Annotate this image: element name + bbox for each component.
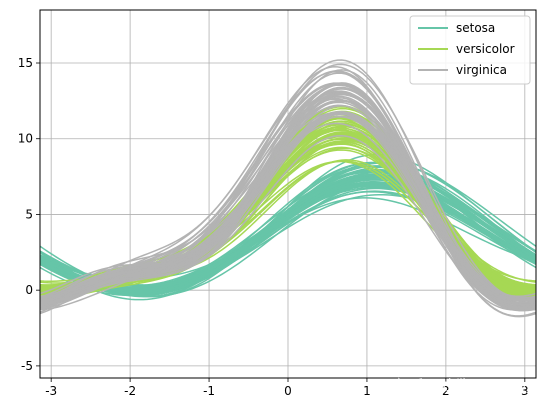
y-axis: -5 0 5 10 15 — [18, 56, 40, 373]
curve-setosa — [40, 169, 536, 293]
legend-label-setosa: setosa — [456, 21, 495, 35]
y-tick-label: 0 — [25, 283, 33, 297]
x-tick-label: 0 — [284, 384, 292, 398]
curve-virginica — [40, 111, 536, 302]
x-tick-label: -3 — [45, 384, 57, 398]
x-tick-label: -2 — [124, 384, 136, 398]
x-axis: -3 -2 -1 0 1 2 3 — [45, 378, 529, 398]
curve-virginica — [40, 91, 536, 302]
curves — [40, 59, 536, 318]
series-virginica — [40, 59, 536, 318]
legend: setosa versicolor virginica — [409, 15, 531, 85]
x-tick-label: -1 — [203, 384, 215, 398]
x-tick-label: 3 — [521, 384, 529, 398]
y-tick-label: 10 — [18, 132, 33, 146]
x-tick-label: 2 — [442, 384, 450, 398]
x-tick-label: 1 — [363, 384, 371, 398]
legend-box — [409, 15, 531, 85]
y-tick-label: 15 — [18, 56, 33, 70]
curve-virginica — [40, 110, 536, 306]
curve-setosa — [40, 179, 536, 290]
y-tick-label: -5 — [21, 359, 33, 373]
legend-label-virginica: virginica — [456, 63, 507, 77]
y-tick-label: 5 — [25, 207, 33, 221]
legend-label-versicolor: versicolor — [456, 42, 515, 56]
watermark: 知乎 @小狗贝贝Baby — [396, 377, 534, 394]
